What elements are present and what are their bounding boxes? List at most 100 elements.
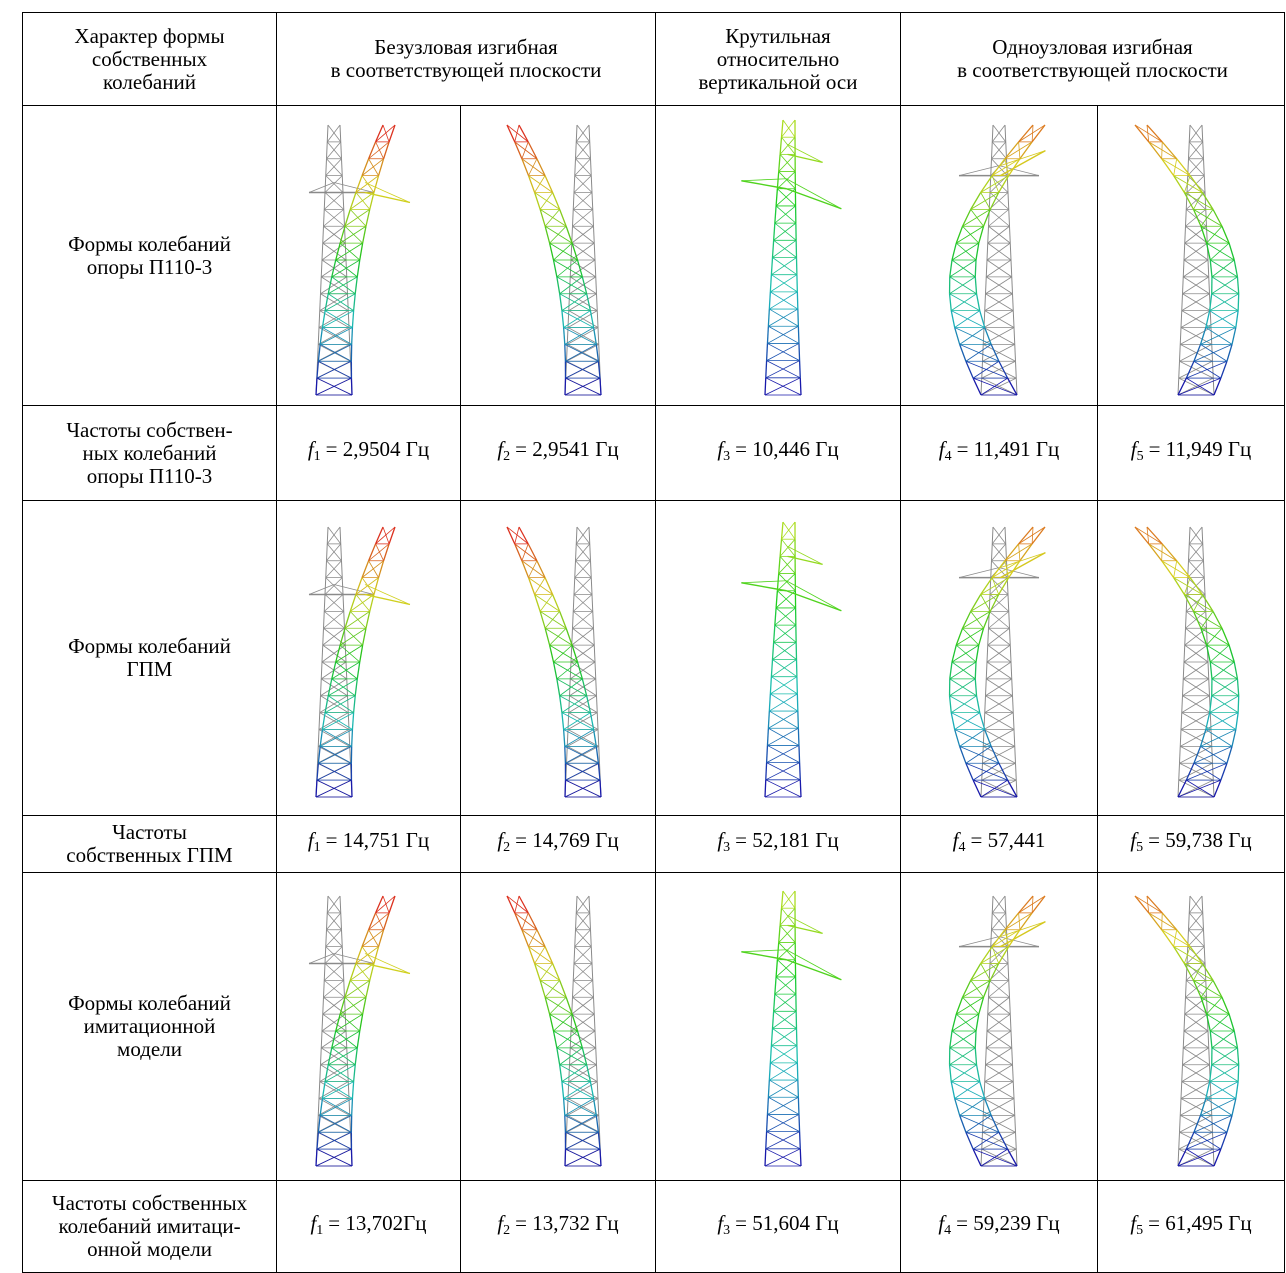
tower-brace <box>989 611 1009 628</box>
text-line: ных колебаний <box>23 442 276 465</box>
tower-leg <box>1206 611 1207 628</box>
frequency-cell: f3= 51,604 Гц <box>656 1181 901 1273</box>
tower-brace <box>963 997 979 1014</box>
tower-leg <box>992 912 993 929</box>
tower-leg <box>798 1097 799 1114</box>
tower-leg <box>977 293 980 310</box>
tower-leg <box>1189 912 1190 929</box>
tower-leg <box>1185 226 1186 243</box>
tower-leg <box>349 327 350 344</box>
tower-brace <box>326 544 340 561</box>
tower-brace <box>529 561 537 578</box>
tower-brace <box>1186 378 1214 395</box>
tower-leg <box>1232 1098 1236 1115</box>
tower-leg <box>571 1014 572 1031</box>
tower-leg <box>1209 679 1210 696</box>
tower-leg <box>562 713 564 730</box>
tower-leg <box>1011 1031 1012 1048</box>
tower-leg <box>773 1011 774 1028</box>
tower-brace <box>562 1081 594 1098</box>
tower-leg <box>986 679 987 696</box>
tower-brace <box>344 628 362 645</box>
tower-leg <box>362 628 365 645</box>
tower-leg <box>1012 276 1013 293</box>
text-line: имитационной <box>23 1015 276 1038</box>
tower-brace <box>1184 645 1207 662</box>
tower-leg <box>595 662 596 679</box>
tower-leg <box>344 209 349 226</box>
tower-leg <box>971 595 981 612</box>
tower-brace <box>1032 125 1033 142</box>
tower-brace <box>573 997 595 1014</box>
tower-leg <box>782 891 783 908</box>
tower-leg <box>1015 746 1016 763</box>
tower-leg <box>956 226 962 243</box>
frequency-index: 2 <box>503 840 510 855</box>
tower-leg <box>983 327 984 344</box>
tower-leg <box>597 696 598 713</box>
image-cell <box>656 106 901 406</box>
tower-leg <box>595 1031 596 1048</box>
tower-leg <box>971 963 981 980</box>
frequency-index: 2 <box>503 449 510 464</box>
tower-leg <box>1182 696 1183 713</box>
tower-brace <box>573 980 593 997</box>
tower-leg <box>1208 662 1209 679</box>
tower-brace <box>1186 780 1214 797</box>
tower-leg <box>1207 997 1208 1014</box>
tower-leg <box>768 309 769 326</box>
tower-leg <box>589 896 590 913</box>
tower-leg <box>596 679 597 696</box>
tower-brace <box>1185 645 1208 662</box>
tower-crossarm <box>788 915 823 933</box>
tower-leg <box>535 192 541 209</box>
tower-brace <box>1189 912 1203 929</box>
tower-brace <box>575 929 591 946</box>
tower-mode-image <box>1101 881 1281 1173</box>
tower-leg <box>1015 1115 1016 1132</box>
tower-leg <box>569 1064 570 1081</box>
tower-brace <box>989 628 1011 645</box>
tower-leg <box>567 344 568 361</box>
tower-brace <box>1206 1098 1232 1115</box>
tower-leg <box>596 344 598 361</box>
tower-brace <box>368 158 378 175</box>
tower-leg <box>587 696 591 713</box>
image-cell <box>461 501 656 816</box>
tower-leg <box>773 240 774 257</box>
tower-leg <box>1011 662 1012 679</box>
tower-leg <box>1185 997 1186 1014</box>
tower-brace <box>1189 158 1205 175</box>
tower-brace <box>540 963 552 980</box>
tower-leg <box>596 1047 597 1064</box>
tower-brace <box>1149 912 1177 929</box>
tower-leg <box>597 1064 598 1081</box>
tower-leg <box>557 276 560 293</box>
tower-leg <box>1183 1031 1184 1048</box>
tower-leg <box>1180 730 1181 747</box>
tower-leg <box>519 527 528 544</box>
tower-leg <box>774 223 775 240</box>
tower-brace <box>992 125 1005 142</box>
tower-leg <box>775 608 776 625</box>
frequency-value: = 2,9504 Гц <box>326 437 429 461</box>
tower-leg <box>1019 896 1033 913</box>
tower-leg <box>1135 125 1149 142</box>
tower-leg <box>1032 896 1045 913</box>
tower-brace <box>1032 527 1033 544</box>
tower-leg <box>597 1081 598 1098</box>
tower-leg <box>362 997 365 1014</box>
tower-leg <box>767 1114 768 1131</box>
tower-leg <box>355 1047 357 1064</box>
tower-leg <box>1180 327 1181 344</box>
tower-brace <box>989 209 1009 226</box>
tower-leg <box>1016 1149 1017 1166</box>
tower-crossarm <box>741 951 786 959</box>
tower-leg <box>775 205 776 222</box>
tower-leg <box>992 544 993 561</box>
tower-mode-image <box>468 881 648 1173</box>
tower-leg <box>1183 260 1184 277</box>
tower-leg <box>322 1014 323 1031</box>
text-line: онной модели <box>23 1238 276 1261</box>
